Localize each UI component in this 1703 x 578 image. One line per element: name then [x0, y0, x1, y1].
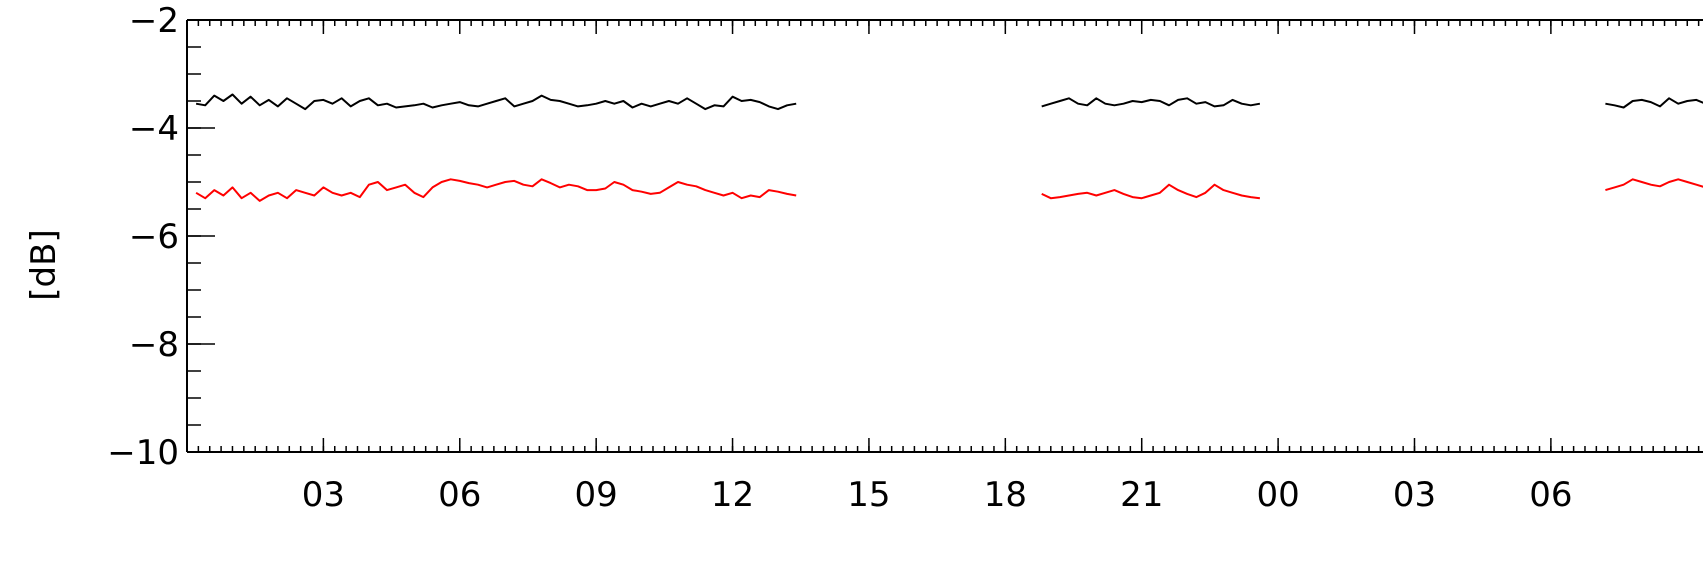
- y-tick-label: −10: [107, 433, 179, 473]
- series-line-1: [195, 93, 1703, 111]
- x-tick-label: 03: [1393, 475, 1436, 515]
- series-layer: [195, 93, 1703, 202]
- x-tick-label: 21: [1120, 475, 1163, 515]
- labels-layer: −2 −4 −6 −8 −10 03 06 09 12 15 18 21 00 03 06: [107, 1, 1572, 515]
- axes-layer: [186, 19, 1703, 453]
- series-line-2: [195, 178, 1703, 202]
- x-tick-label: 18: [984, 475, 1027, 515]
- x-tick-label: 06: [1529, 475, 1572, 515]
- y-tick-label: −6: [129, 217, 179, 257]
- y-tick-label: −8: [129, 325, 179, 365]
- x-tick-label: 12: [711, 475, 754, 515]
- y-tick-label: −4: [129, 109, 179, 149]
- y-axis-label: [dB]: [24, 229, 64, 300]
- x-tick-label: 03: [302, 475, 345, 515]
- x-tick-label: 06: [438, 475, 481, 515]
- x-tick-label: 00: [1256, 475, 1299, 515]
- y-tick-label: −2: [129, 1, 179, 41]
- x-tick-label: 09: [575, 475, 618, 515]
- x-tick-label: 15: [847, 475, 890, 515]
